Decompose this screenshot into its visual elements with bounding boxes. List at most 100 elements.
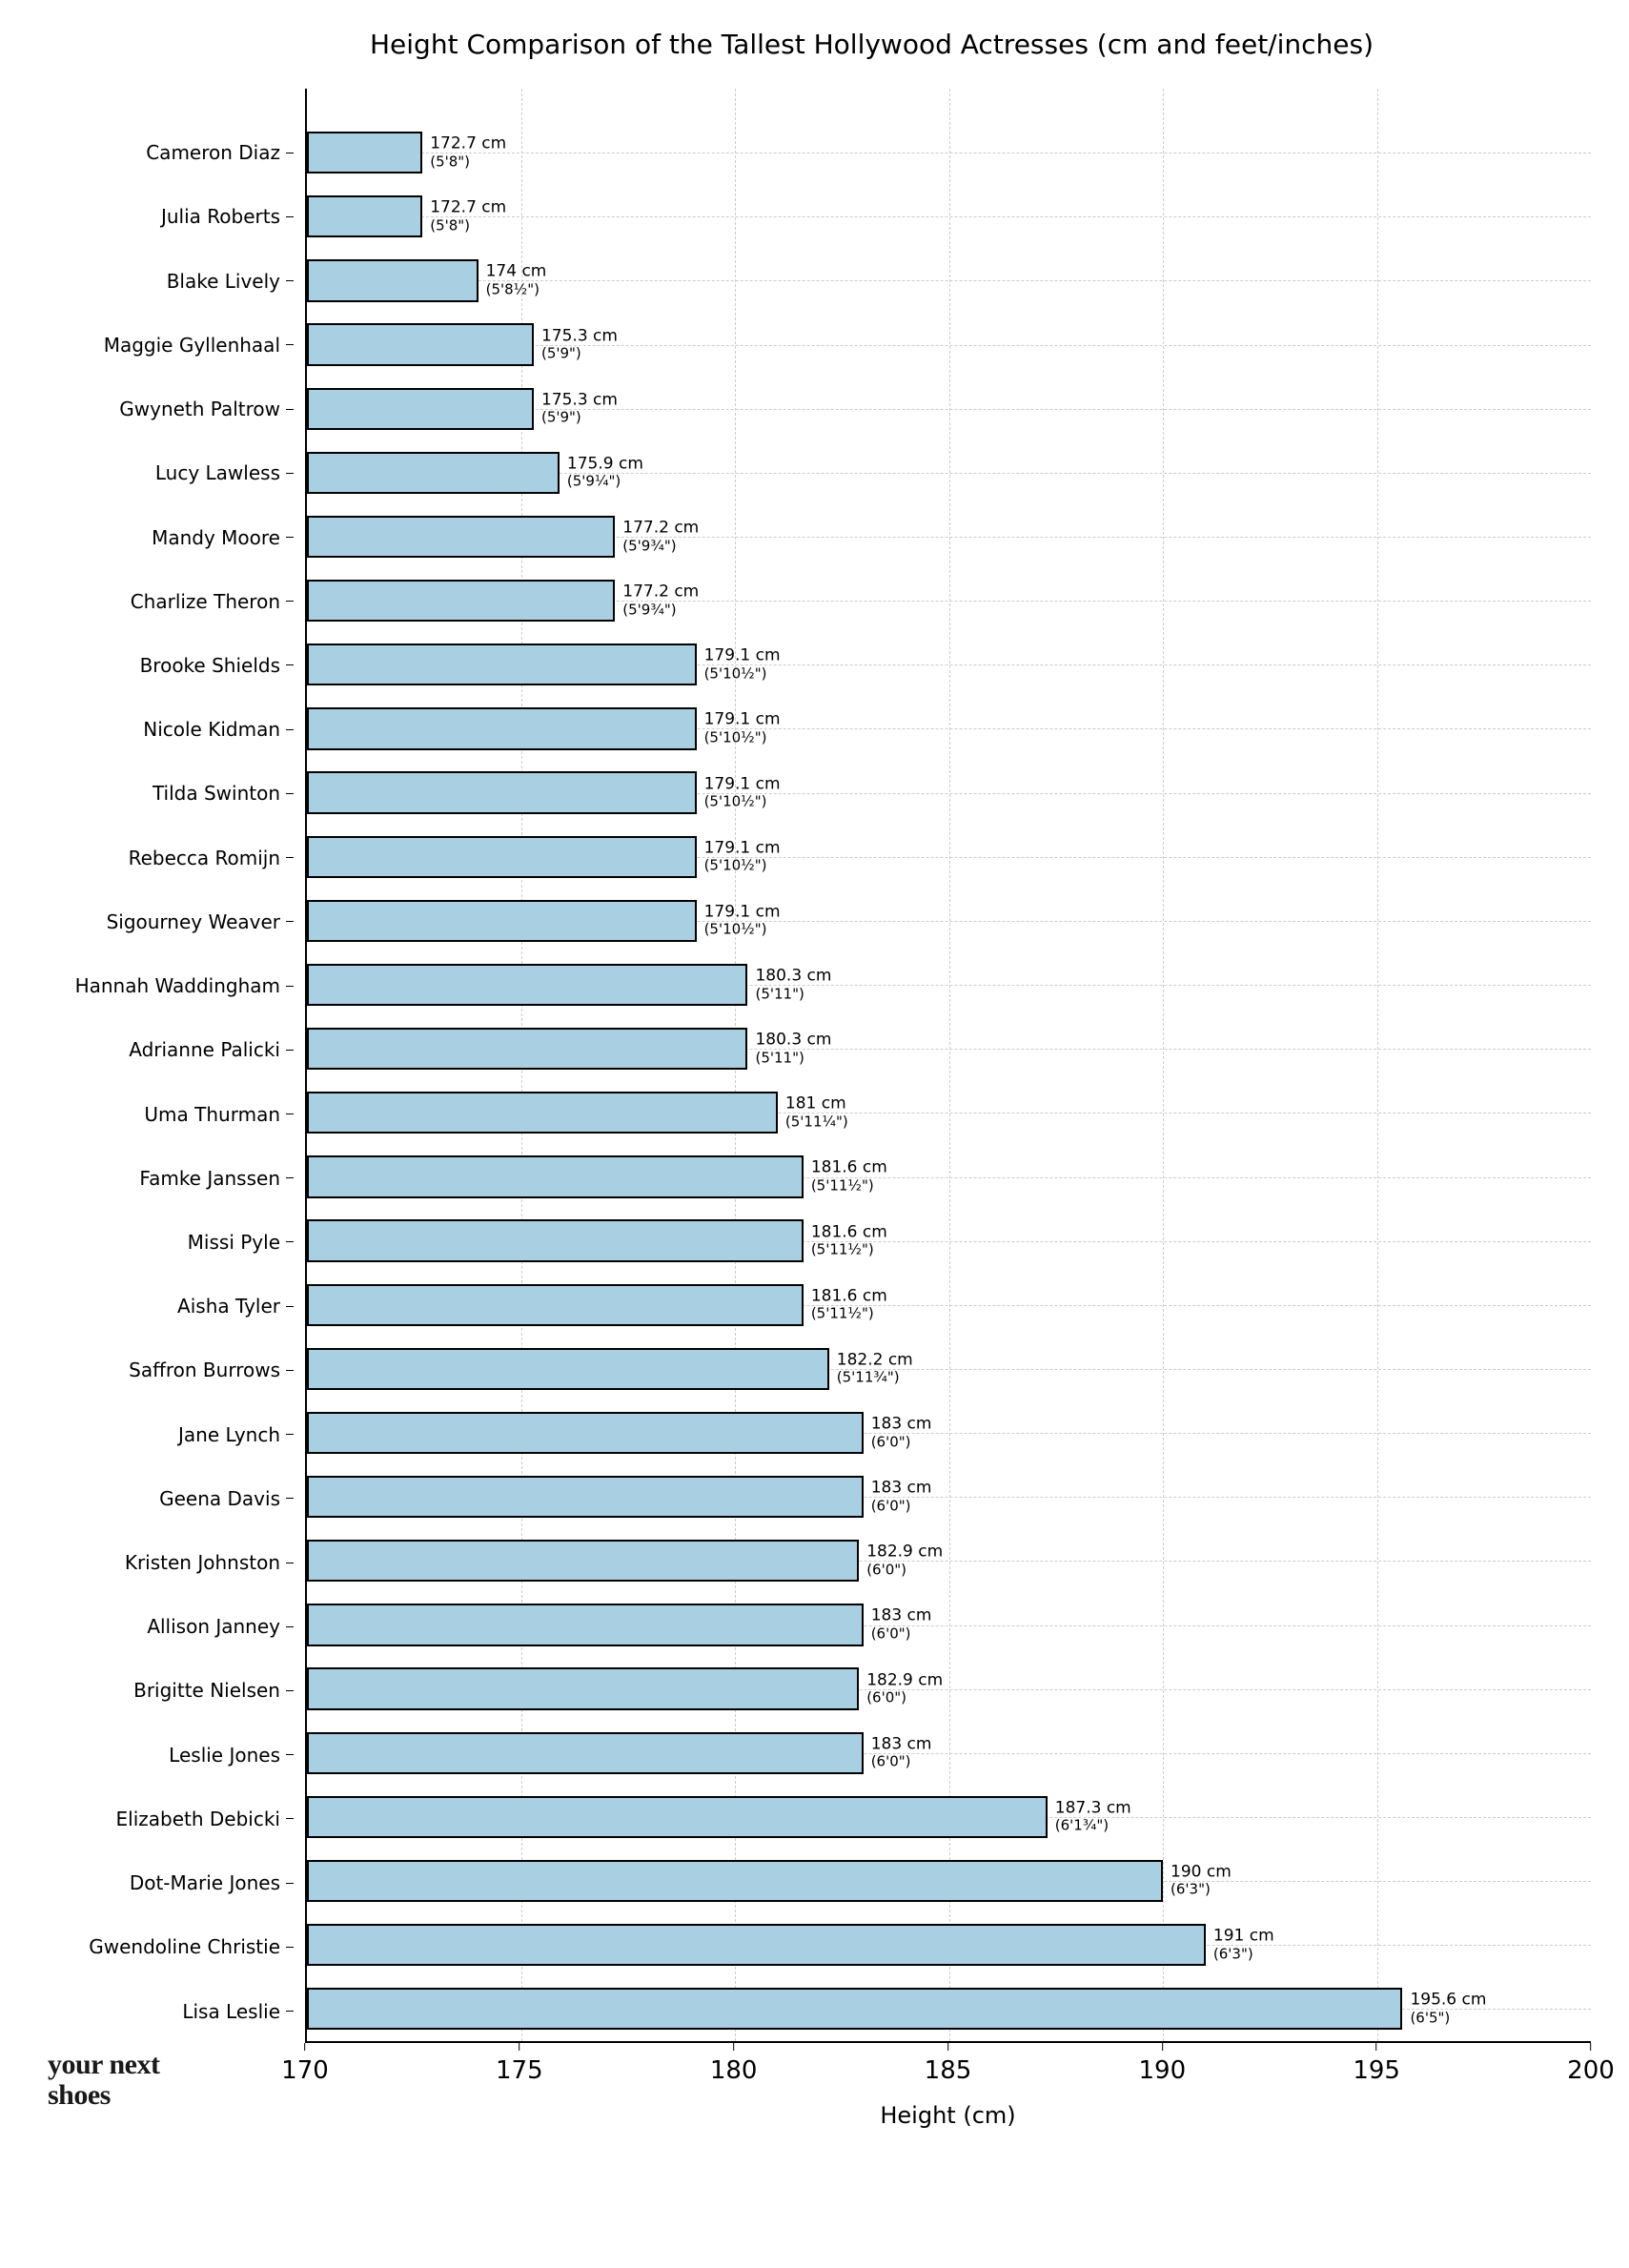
chart-title: Height Comparison of the Tallest Hollywo… xyxy=(38,29,1591,60)
bar-feet: (5'11½") xyxy=(811,1178,887,1195)
actress-name: Lisa Leslie xyxy=(182,2000,280,2023)
actress-name: Allison Janney xyxy=(147,1615,280,1638)
x-tick-mark xyxy=(1162,2043,1163,2051)
bars: 172.7 cm(5'8")172.7 cm(5'8")174 cm(5'8½"… xyxy=(307,89,1591,2041)
bar-feet: (6'0") xyxy=(871,1498,932,1514)
actress-name: Brigitte Nielsen xyxy=(133,1679,280,1702)
x-axis: 170175180185190195200 Height (cm) xyxy=(305,2043,1591,2129)
x-tick: 170 xyxy=(281,2043,329,2085)
bar-feet: (5'9") xyxy=(541,410,618,426)
bar-row: 182.2 cm(5'11¾") xyxy=(307,1337,1591,1400)
x-tick-label: 180 xyxy=(710,2056,758,2085)
y-tick-mark xyxy=(286,1306,294,1307)
bar-value-label: 181.6 cm(5'11½") xyxy=(811,1223,887,1258)
y-tick-mark xyxy=(286,280,294,281)
bar-cm: 181 cm xyxy=(785,1094,846,1114)
actress-name: Rebecca Romijn xyxy=(129,847,280,869)
actress-name: Jane Lynch xyxy=(178,1423,280,1446)
bar-value-label: 179.1 cm(5'10½") xyxy=(704,775,781,810)
bar-cm: 182.9 cm xyxy=(866,1670,943,1689)
x-tick-mark xyxy=(1590,2043,1591,2051)
actress-name: Blake Lively xyxy=(167,270,280,293)
bar-row: 177.2 cm(5'9¾") xyxy=(307,569,1591,633)
y-label: Blake Lively xyxy=(38,249,305,313)
y-label: Saffron Burrows xyxy=(38,1338,305,1402)
bar-row: 175.9 cm(5'9¼") xyxy=(307,440,1591,504)
bar-cm: 195.6 cm xyxy=(1410,1991,1486,2010)
bar: 183 cm(6'0") xyxy=(307,1476,864,1518)
bar-feet: (6'5") xyxy=(1410,2010,1486,2026)
y-label: Elizabeth Debicki xyxy=(38,1787,305,1850)
actress-name: Cameron Diaz xyxy=(146,141,280,164)
bar-feet: (5'10½") xyxy=(704,730,781,746)
y-tick-mark xyxy=(286,1241,294,1242)
bar: 180.3 cm(5'11") xyxy=(307,1028,747,1070)
y-label: Cameron Diaz xyxy=(38,121,305,185)
bar-row: 183 cm(6'0") xyxy=(307,1593,1591,1657)
bar-feet: (6'0") xyxy=(871,1434,932,1450)
bar-cm: 183 cm xyxy=(871,1734,932,1753)
actress-name: Sigourney Weaver xyxy=(107,910,280,933)
actress-name: Brooke Shields xyxy=(140,654,280,677)
bar-row: 172.7 cm(5'8") xyxy=(307,121,1591,185)
actress-name: Kristen Johnston xyxy=(125,1551,280,1574)
x-tick-label: 185 xyxy=(925,2056,972,2085)
bar-row: 179.1 cm(5'10½") xyxy=(307,633,1591,697)
bar-cm: 179.1 cm xyxy=(704,838,781,857)
y-label: Lucy Lawless xyxy=(38,441,305,505)
bar-value-label: 172.7 cm(5'8") xyxy=(430,135,506,171)
bar: 172.7 cm(5'8") xyxy=(307,132,422,174)
bars-region: 172.7 cm(5'8")172.7 cm(5'8")174 cm(5'8½"… xyxy=(305,89,1591,2043)
bar-value-label: 187.3 cm(6'1¾") xyxy=(1055,1799,1131,1834)
actress-name: Saffron Burrows xyxy=(129,1359,280,1381)
y-tick-mark xyxy=(286,537,294,538)
bar-cm: 182.2 cm xyxy=(837,1350,913,1369)
y-tick-mark xyxy=(286,1754,294,1755)
bar-cm: 181.6 cm xyxy=(811,1158,887,1177)
bar-feet: (5'10½") xyxy=(704,922,781,938)
bar-cm: 172.7 cm xyxy=(430,134,506,153)
bar-value-label: 190 cm(6'3") xyxy=(1171,1864,1232,1899)
bar-cm: 187.3 cm xyxy=(1055,1798,1131,1817)
y-tick-mark xyxy=(286,1690,294,1691)
x-tick-mark xyxy=(1376,2043,1377,2051)
bar-row: 181 cm(5'11¼") xyxy=(307,1081,1591,1145)
y-label: Allison Janney xyxy=(38,1595,305,1659)
bar-cm: 191 cm xyxy=(1213,1927,1274,1946)
bar-row: 195.6 cm(6'5") xyxy=(307,1977,1591,2041)
bar: 190 cm(6'3") xyxy=(307,1860,1163,1902)
y-axis-labels: Cameron DiazJulia RobertsBlake LivelyMag… xyxy=(38,89,305,2043)
bar-value-label: 182.9 cm(6'0") xyxy=(866,1671,943,1706)
bar-feet: (5'10½") xyxy=(704,665,781,682)
bar-feet: (5'8") xyxy=(430,153,506,170)
x-tick-label: 170 xyxy=(281,2056,329,2085)
actress-name: Lucy Lawless xyxy=(155,461,280,484)
bar-value-label: 183 cm(6'0") xyxy=(871,1416,932,1451)
bar-value-label: 179.1 cm(5'10½") xyxy=(704,839,781,874)
bar-value-label: 179.1 cm(5'10½") xyxy=(704,903,781,938)
x-tick: 200 xyxy=(1567,2043,1615,2085)
bar-row: 179.1 cm(5'10½") xyxy=(307,825,1591,889)
y-label: Nicole Kidman xyxy=(38,698,305,762)
bar-row: 181.6 cm(5'11½") xyxy=(307,1273,1591,1337)
y-tick-mark xyxy=(286,793,294,794)
y-label: Brooke Shields xyxy=(38,633,305,697)
bar: 179.1 cm(5'10½") xyxy=(307,644,697,685)
bar: 181.6 cm(5'11½") xyxy=(307,1284,804,1326)
bar-feet: (5'11¾") xyxy=(837,1370,913,1386)
bar-row: 179.1 cm(5'10½") xyxy=(307,889,1591,952)
bar: 181 cm(5'11¼") xyxy=(307,1092,778,1134)
bar-feet: (5'11½") xyxy=(811,1306,887,1322)
bar-row: 181.6 cm(5'11½") xyxy=(307,1209,1591,1273)
bar-feet: (5'9¼") xyxy=(567,474,643,490)
y-tick-mark xyxy=(286,921,294,922)
bar-feet: (6'3") xyxy=(1171,1882,1232,1898)
y-tick-mark xyxy=(286,1370,294,1371)
y-tick-mark xyxy=(286,1050,294,1051)
bar: 177.2 cm(5'9¾") xyxy=(307,516,615,558)
y-label: Rebecca Romijn xyxy=(38,826,305,889)
bar-value-label: 175.3 cm(5'9") xyxy=(541,327,618,362)
actress-name: Missi Pyle xyxy=(188,1231,280,1254)
y-label: Hannah Waddingham xyxy=(38,953,305,1017)
watermark-logo: your next shoes xyxy=(48,2050,159,2110)
